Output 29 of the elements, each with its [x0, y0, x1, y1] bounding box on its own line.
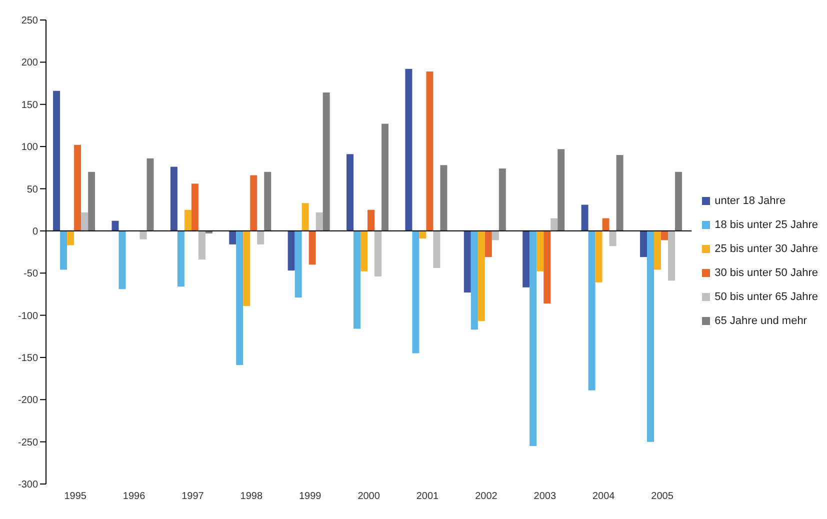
legend-label: 30 bis unter 50 Jahre	[714, 266, 818, 280]
legend-label: 18 bis unter 25 Jahre	[714, 218, 818, 232]
y-tick-label: 100	[21, 142, 38, 154]
legend-label: 25 bis unter 30 Jahre	[714, 242, 818, 256]
y-tick-label: -300	[18, 480, 38, 491]
y-tick-label: 250	[21, 16, 38, 27]
y-tick-label: 200	[21, 58, 38, 69]
legend-label: unter 18 Jahre	[714, 194, 786, 208]
x-tick-label: 1995	[64, 491, 87, 502]
x-tick-label: 2003	[534, 491, 556, 502]
y-tick-label: 0	[32, 226, 38, 238]
legend-label: 65 Jahre und mehr	[714, 314, 807, 328]
x-tick-label: 1996	[122, 491, 146, 502]
x-tick-label: 1998	[240, 491, 263, 502]
legend-label: 50 bis unter 65 Jahre	[714, 290, 818, 304]
x-tick-label: 2004	[592, 491, 616, 502]
x-tick-label: 2001	[416, 491, 440, 502]
y-tick-label: -250	[18, 437, 38, 448]
y-tick-label: -50	[24, 268, 38, 280]
y-tick-label: -200	[18, 395, 38, 406]
y-tick-label: -100	[18, 310, 38, 322]
x-tick-label: 2000	[358, 491, 380, 502]
x-tick-label: 1997	[182, 491, 204, 502]
y-tick-label: 150	[21, 100, 38, 111]
y-tick-label: -150	[18, 353, 38, 364]
x-tick-label: 1999	[299, 491, 322, 502]
x-tick-label: 2005	[651, 491, 674, 502]
y-tick-label: 50	[26, 184, 38, 196]
x-tick-label: 2002	[475, 491, 498, 502]
